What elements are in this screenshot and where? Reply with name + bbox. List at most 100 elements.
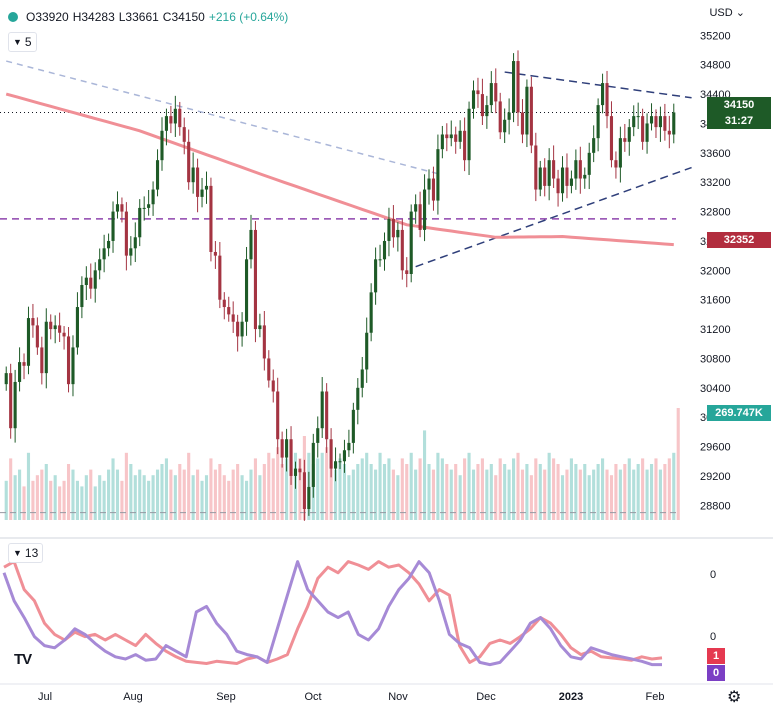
- volume-bar: [476, 464, 480, 520]
- volume-bar: [191, 475, 195, 520]
- price-tick-label: 33600: [700, 148, 731, 160]
- volume-bar: [209, 458, 213, 520]
- volume-bar: [200, 480, 204, 520]
- price-tick-label: 33200: [700, 177, 731, 189]
- candle-body: [369, 292, 373, 333]
- collapse-chevron-icon[interactable]: ▼: [13, 548, 22, 558]
- volume-bar: [258, 475, 262, 520]
- oscillator-legend[interactable]: ▼ 13: [8, 543, 44, 563]
- candle-body: [431, 178, 436, 201]
- candle-body: [601, 83, 605, 106]
- volume-bar: [271, 458, 275, 520]
- tradingview-logo-icon[interactable]: TV: [14, 651, 32, 668]
- candle-body: [160, 130, 164, 161]
- candle-body: [84, 277, 88, 286]
- candle-body: [382, 240, 387, 260]
- candle-body: [218, 255, 222, 300]
- candle-body: [249, 229, 253, 260]
- candle-body: [178, 108, 182, 128]
- volume-bar: [107, 469, 111, 520]
- ma-indicator-legend[interactable]: ▼ 5: [8, 32, 37, 52]
- volume-bar: [244, 480, 249, 520]
- volume-bar: [463, 458, 467, 520]
- oscillator-value-2: 0: [712, 667, 720, 679]
- candle-body: [58, 325, 62, 333]
- candle-body: [356, 387, 360, 410]
- volume-bar: [40, 469, 44, 520]
- candle-body: [614, 160, 618, 168]
- volume-bar: [632, 469, 636, 520]
- volume-bar: [325, 447, 329, 520]
- time-tick-label: Jul: [38, 691, 52, 703]
- candle-body: [124, 211, 128, 256]
- candle-body: [66, 336, 71, 385]
- ohlc-legend: O33920 H34283 L33661 C34150 +216 (+0.64%…: [8, 8, 288, 26]
- volume-bar: [173, 475, 177, 520]
- volume-bar: [93, 486, 97, 520]
- volume-bar: [249, 469, 253, 520]
- candle-body: [471, 90, 476, 109]
- volume-bar: [445, 464, 449, 520]
- open-value: O33920: [26, 10, 69, 24]
- gear-icon[interactable]: ⚙: [727, 689, 742, 706]
- volume-bar: [512, 458, 516, 520]
- oscillator-tick-label: 0: [710, 631, 716, 643]
- time-tick-label: Dec: [476, 691, 496, 703]
- price-tick-label: 31200: [700, 324, 731, 336]
- candle-body: [458, 130, 462, 142]
- volume-bar: [636, 464, 640, 520]
- volume-bar: [382, 464, 387, 520]
- candle-body: [440, 134, 444, 150]
- collapse-chevron-icon[interactable]: ▼: [13, 37, 22, 47]
- volume-bar: [365, 452, 369, 520]
- candle-body: [22, 362, 26, 366]
- candle-body: [658, 116, 662, 128]
- candle-body: [342, 450, 347, 462]
- candle-body: [302, 472, 306, 509]
- candle-body: [115, 204, 120, 212]
- volume-bar: [58, 486, 62, 520]
- candle-body: [191, 167, 195, 183]
- volume-bar: [596, 464, 600, 520]
- candle-body: [236, 321, 240, 337]
- volume-bar: [560, 475, 565, 520]
- candle-body: [258, 325, 262, 330]
- ma-value-tag: 32352: [707, 232, 771, 248]
- volume-bar: [356, 464, 360, 520]
- volume-bar: [525, 464, 529, 520]
- candle-body: [173, 108, 177, 124]
- candle-body: [244, 259, 249, 322]
- candle-body: [62, 332, 66, 337]
- volume-bar: [374, 469, 378, 520]
- price-tick-label: 31600: [700, 295, 731, 307]
- volume-bar: [253, 458, 258, 520]
- volume-bar: [151, 475, 155, 520]
- candle-body: [80, 285, 84, 308]
- candle-body: [489, 83, 493, 106]
- volume-bar: [641, 458, 645, 520]
- candle-body: [387, 218, 391, 241]
- volume-bar: [618, 469, 622, 520]
- close-value: C34150: [162, 10, 205, 24]
- currency-selector[interactable]: USD ⌄: [709, 6, 745, 19]
- volume-bar: [320, 452, 324, 520]
- candle-body: [414, 204, 418, 212]
- candle-body: [196, 167, 200, 197]
- candle-body: [329, 439, 333, 469]
- candle-body: [253, 229, 258, 330]
- candle-body: [227, 307, 231, 315]
- candle-body: [520, 112, 525, 135]
- volume-bar: [627, 458, 631, 520]
- candle-body: [663, 116, 667, 131]
- volume-bar: [218, 464, 222, 520]
- candle-body: [467, 108, 471, 161]
- volume-bar: [400, 458, 404, 520]
- candle-body: [396, 229, 400, 238]
- volume-bar: [147, 480, 151, 520]
- volume-bar: [601, 458, 605, 520]
- volume-bar: [155, 469, 160, 520]
- volume-bar: [18, 469, 22, 520]
- candle-body: [525, 86, 529, 135]
- candle-body: [627, 127, 631, 142]
